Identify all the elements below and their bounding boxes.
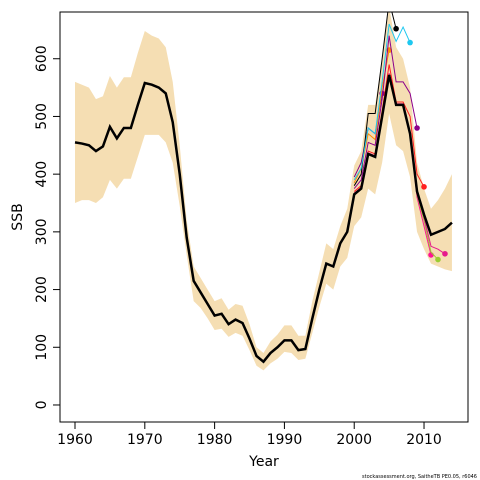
retro-endpoint (428, 252, 434, 258)
plot-area (74, 12, 453, 371)
x-tick-label: 2010 (406, 432, 442, 448)
x-tick-label: 1970 (127, 432, 163, 448)
x-tick-label: 1990 (267, 432, 303, 448)
x-tick-label: 2000 (336, 432, 372, 448)
main-line (74, 74, 453, 364)
y-tick-label: 200 (34, 276, 50, 303)
plot-frame (59, 11, 469, 423)
retro-endpoint (442, 250, 448, 257)
y-axis-label: SSB (10, 203, 26, 230)
y-tick-label: 0 (34, 401, 50, 410)
y-tick-label: 500 (34, 103, 50, 130)
retro-endpoint (393, 25, 399, 32)
x-tick-label: 1980 (197, 432, 233, 448)
y-tick-label: 600 (34, 45, 50, 72)
x-axis-label: Year (248, 454, 279, 470)
retro-line (353, 35, 418, 189)
y-tick-label: 300 (34, 218, 50, 245)
retro-line (353, 12, 397, 186)
x-tick-label: 1960 (57, 432, 93, 448)
retro-line (353, 23, 411, 181)
retro-endpoint (435, 256, 441, 263)
footer: stockassessment.org, SaitheTB PE0.05, r6… (362, 474, 477, 480)
y-tick-label: 400 (34, 161, 50, 188)
retro-endpoint (407, 39, 413, 46)
retro-endpoint (421, 184, 427, 190)
confidence-band (75, 12, 452, 371)
retro-endpoint (414, 125, 420, 131)
y-tick-label: 100 (34, 334, 50, 361)
